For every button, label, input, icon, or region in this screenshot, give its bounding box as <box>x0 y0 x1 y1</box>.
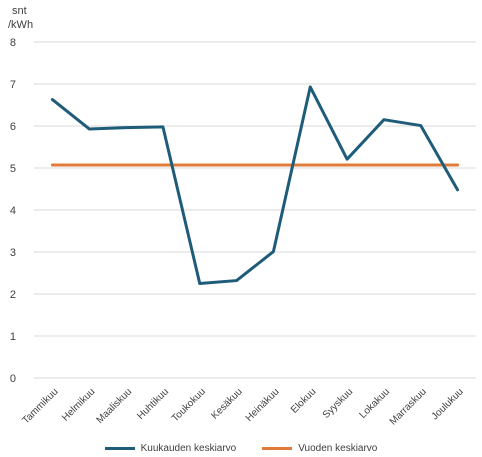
y-tick-label-8: 8 <box>10 37 16 49</box>
x-tick-label-8: Syyskuu <box>321 386 356 421</box>
x-tick-label-0: Tammikuu <box>21 386 61 426</box>
x-tick-label-3: Huhtikuu <box>135 386 171 422</box>
legend-swatch-series-1 <box>262 447 293 450</box>
y-axis-unit-line2: /kWh <box>8 19 34 31</box>
y-tick-label-1: 1 <box>10 331 16 343</box>
x-tick-label-11: Joulukuu <box>430 386 466 422</box>
legend: Kuukauden keskiarvo Vuoden keskiarvo <box>0 443 482 454</box>
x-tick-label-6: Heinäkuu <box>244 386 282 424</box>
x-tick-label-10: Marraskuu <box>388 386 429 427</box>
x-tick-label-9: Lokakuu <box>358 386 393 421</box>
legend-label-series-0: Kuukauden keskiarvo <box>140 443 237 454</box>
y-tick-label-3: 3 <box>10 247 16 259</box>
y-tick-label-2: 2 <box>10 289 16 301</box>
x-tick-label-7: Elokuu <box>289 386 318 415</box>
x-tick-label-5: Kesäkuu <box>209 386 244 421</box>
legend-label-series-1: Vuoden keskiarvo <box>298 443 378 454</box>
series-line-0 <box>50 85 460 285</box>
y-tick-label-4: 4 <box>10 205 16 217</box>
y-axis-unit-label: snt /kWh <box>8 4 33 32</box>
y-tick-label-0: 0 <box>10 373 16 385</box>
y-tick-label-5: 5 <box>10 163 16 175</box>
x-tick-label-1: Helmikuu <box>60 386 97 423</box>
x-tick-label-4: Toukokuu <box>170 386 208 424</box>
legend-item-series-0: Kuukauden keskiarvo <box>104 443 237 454</box>
legend-item-series-1: Vuoden keskiarvo <box>262 443 377 454</box>
y-axis-unit-line1: snt <box>12 5 27 17</box>
x-tick-label-2: Maaliskuu <box>95 386 135 426</box>
legend-swatch-series-0 <box>104 447 135 450</box>
y-tick-label-6: 6 <box>10 121 16 133</box>
y-tick-label-7: 7 <box>10 79 16 91</box>
